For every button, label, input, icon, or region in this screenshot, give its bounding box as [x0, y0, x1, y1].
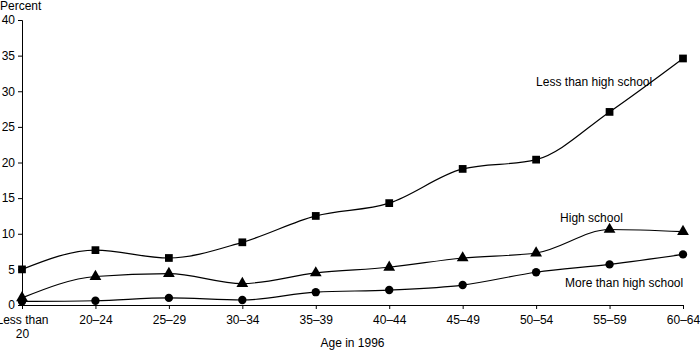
x-tick: 55–59: [593, 305, 627, 327]
y-tick-mark: [18, 163, 22, 164]
series-marker: [459, 165, 467, 173]
series-marker: [532, 156, 540, 164]
series-label: High school: [560, 211, 623, 225]
y-tick-mark: [18, 234, 22, 235]
plot-area: [16, 55, 689, 305]
series-marker: [677, 225, 689, 235]
y-tick-mark: [18, 305, 22, 306]
x-tick-label: 20–24: [79, 313, 113, 327]
series-marker: [310, 266, 322, 276]
y-tick-label: 5: [8, 263, 15, 277]
y-tick-label: 30: [2, 85, 16, 99]
series-line: [22, 58, 683, 269]
y-tick-mark: [18, 198, 22, 199]
x-tick-mark: [683, 305, 684, 309]
y-tick-mark: [18, 127, 22, 128]
series-marker: [238, 238, 246, 246]
x-tick-mark: [22, 305, 23, 309]
x-tick: 35–39: [300, 305, 334, 327]
series-marker: [458, 281, 466, 289]
y-tick: 20: [2, 156, 22, 170]
x-tick-label: 60–64: [667, 313, 700, 327]
y-tick-label: 25: [2, 120, 16, 134]
y-tick-label: 15: [2, 191, 16, 205]
y-tick-mark: [18, 91, 22, 92]
chart: 0 5 10 15 20 25 30 35 40 Less than20 20–24 25–29 30–…: [0, 0, 700, 355]
x-tick-label: 30–34: [226, 313, 260, 327]
x-tick: 20–24: [79, 305, 113, 327]
y-axis-line: [18, 21, 23, 306]
y-tick: 40: [2, 13, 22, 27]
series-marker: [92, 246, 100, 254]
y-tick: 30: [2, 85, 22, 99]
y-axis-title: Percent: [0, 0, 42, 13]
series-label: More than high school: [565, 276, 683, 290]
series-marker: [238, 296, 246, 304]
x-axis-line: [23, 306, 684, 310]
x-tick: Less than20: [0, 305, 49, 341]
series-marker: [679, 55, 687, 63]
series-marker: [236, 277, 248, 287]
x-tick-mark: [463, 305, 464, 309]
x-tick: 40–44: [373, 305, 407, 327]
x-tick: 30–34: [226, 305, 260, 327]
series-marker: [312, 288, 320, 296]
series-line: [22, 229, 683, 297]
x-tick-label: 45–49: [446, 313, 480, 327]
series-marker: [18, 266, 26, 274]
series-marker: [385, 286, 393, 294]
y-tick: 15: [2, 191, 22, 205]
x-tick-mark: [389, 305, 390, 309]
series-marker: [606, 108, 614, 116]
x-tick-label: 40–44: [373, 313, 407, 327]
y-tick-label: 20: [2, 156, 16, 170]
x-tick-mark: [242, 305, 243, 309]
y-tick: 25: [2, 120, 22, 134]
series-marker: [312, 212, 320, 220]
y-tick-label: 40: [2, 13, 16, 27]
x-tick: 45–49: [446, 305, 480, 327]
y-tick: 35: [2, 49, 22, 63]
x-tick-label: 25–29: [153, 313, 187, 327]
series-marker: [385, 199, 393, 207]
series-marker: [165, 254, 173, 262]
series-marker: [163, 267, 175, 277]
y-tick-mark: [18, 56, 22, 57]
series-line: [22, 254, 683, 301]
series-marker: [532, 268, 540, 276]
x-tick: 60–64: [667, 305, 700, 327]
series-marker: [605, 260, 613, 268]
x-tick-label: 35–39: [300, 313, 334, 327]
x-tick: 50–54: [520, 305, 554, 327]
series-marker: [90, 270, 102, 280]
series-marker: [383, 260, 395, 270]
x-tick-mark: [169, 305, 170, 309]
series-marker: [165, 294, 173, 302]
series-marker: [457, 251, 469, 261]
x-tick-mark: [536, 305, 537, 309]
y-tick-mark: [18, 20, 22, 21]
x-tick: 25–29: [153, 305, 187, 327]
x-tick-label: 55–59: [593, 313, 627, 327]
series-marker: [18, 297, 26, 305]
x-tick-label: Less than20: [0, 313, 49, 341]
x-tick-mark: [95, 305, 96, 309]
x-tick-mark: [610, 305, 611, 309]
series-marker: [530, 246, 542, 256]
x-tick-label: 50–54: [520, 313, 554, 327]
x-tick-mark: [316, 305, 317, 309]
y-tick-label: 35: [2, 49, 16, 63]
y-tick-label: 0: [8, 298, 15, 312]
y-tick: 10: [2, 227, 22, 241]
x-axis-title: Age in 1996: [320, 336, 384, 350]
series-marker: [91, 297, 99, 305]
series-marker: [679, 250, 687, 258]
series-label: Less than high school: [536, 75, 652, 89]
y-tick-label: 10: [2, 227, 16, 241]
